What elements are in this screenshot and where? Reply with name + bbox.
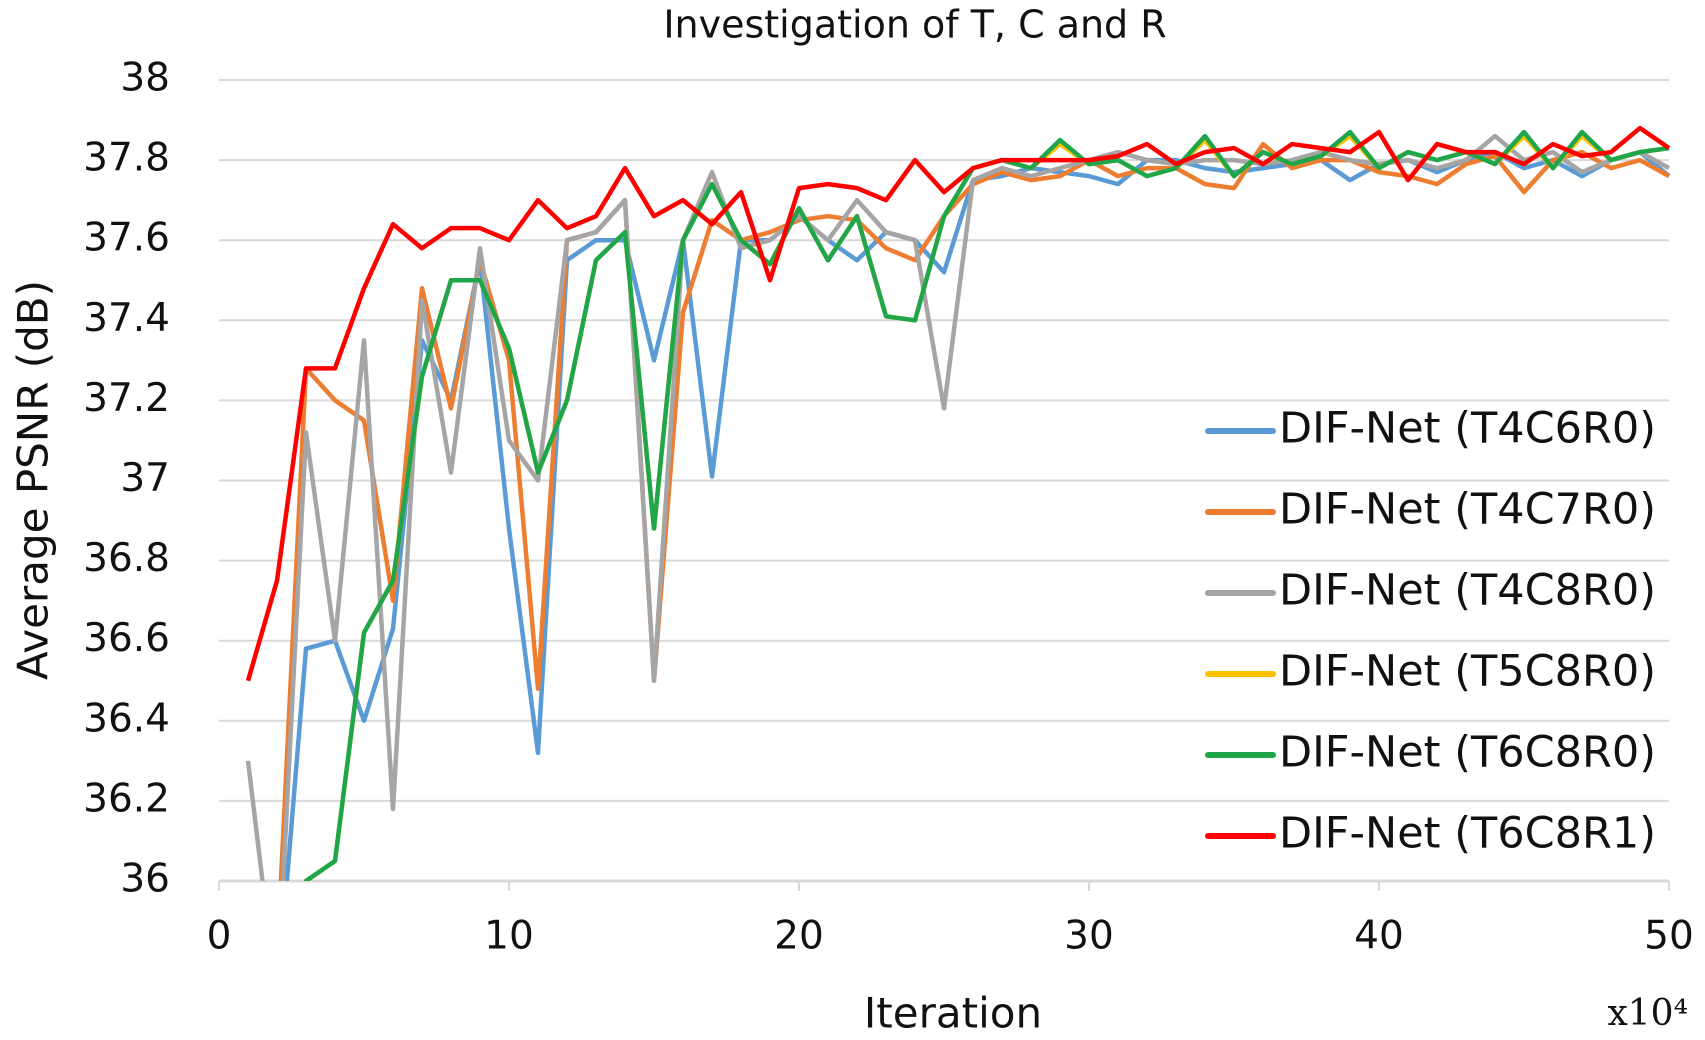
x-scale-label: x10⁴ [1607,993,1688,1034]
y-tick-label: 38 [120,56,170,101]
series-line [303,129,1670,881]
y-tick-label: 37.8 [83,136,170,181]
y-tick-label: 37.2 [83,376,170,421]
chart-title: Investigation of T, C and R [663,3,1166,47]
y-tick-label: 36.8 [83,536,170,581]
y-axis-title: Average PSNR (dB) [9,280,58,680]
x-tick-label: 20 [774,914,824,959]
series-line [284,149,1671,881]
legend-label: DIF-Net (T4C7R0) [1279,485,1656,535]
y-tick-label: 37 [120,456,170,501]
x-tick-label: 50 [1644,914,1694,959]
x-tick-label: 0 [207,914,232,959]
x-tick-label: 30 [1064,914,1114,959]
y-tick-label: 36.2 [83,776,170,821]
legend-label: DIF-Net (T4C8R0) [1279,566,1656,616]
legend: DIF-Net (T4C6R0) DIF-Net (T4C7R0) DIF-Net … [1205,404,1656,859]
plot-lines [245,125,1671,881]
series-line [245,125,1671,682]
series-line [245,133,1671,881]
legend-label: DIF-Net (T6C8R0) [1279,728,1656,778]
y-tick-label: 36.6 [83,616,170,661]
legend-label: DIF-Net (T6C8R1) [1279,809,1656,859]
x-tick-label: 40 [1354,914,1404,959]
grid: 36 36.2 36.4 36.6 36.8 37 37.2 37.4 37.6 37.8 38 0 1… [83,56,1694,959]
y-tick-label: 36 [120,857,170,902]
legend-label: DIF-Net (T5C8R0) [1279,647,1656,697]
x-tick-label: 10 [484,914,534,959]
y-tick-label: 36.4 [83,696,170,741]
x-axis-title: Iteration [864,989,1042,1038]
legend-label: DIF-Net (T4C6R0) [1279,404,1656,454]
y-tick-label: 37.4 [83,296,170,341]
y-tick-label: 37.6 [83,216,170,261]
